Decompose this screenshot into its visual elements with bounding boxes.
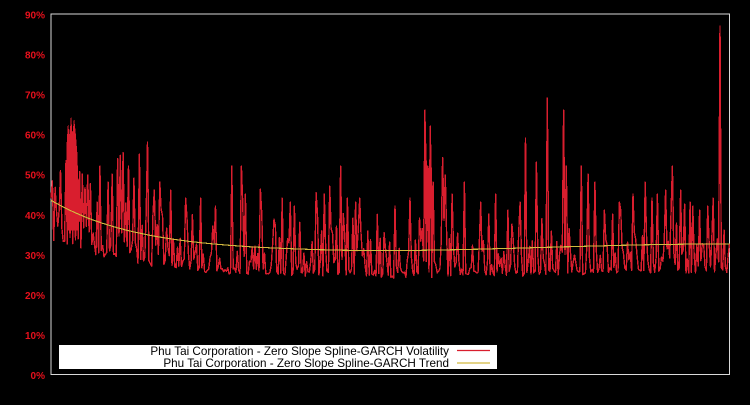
svg-text:70%: 70% bbox=[25, 91, 45, 102]
svg-text:80%: 80% bbox=[25, 51, 45, 62]
svg-text:30%: 30% bbox=[25, 251, 45, 262]
svg-text:60%: 60% bbox=[25, 131, 45, 142]
svg-text:10%: 10% bbox=[25, 331, 45, 342]
svg-text:0%: 0% bbox=[31, 371, 46, 382]
svg-text:40%: 40% bbox=[25, 211, 45, 222]
svg-text:Phu Tai Corporation - Zero Slo: Phu Tai Corporation - Zero Slope Spline-… bbox=[163, 357, 449, 370]
svg-text:Phu Tai Corporation - Zero Slo: Phu Tai Corporation - Zero Slope Spline-… bbox=[150, 345, 449, 358]
svg-text:20%: 20% bbox=[25, 291, 45, 302]
svg-text:50%: 50% bbox=[25, 171, 45, 182]
svg-text:90%: 90% bbox=[25, 11, 45, 22]
